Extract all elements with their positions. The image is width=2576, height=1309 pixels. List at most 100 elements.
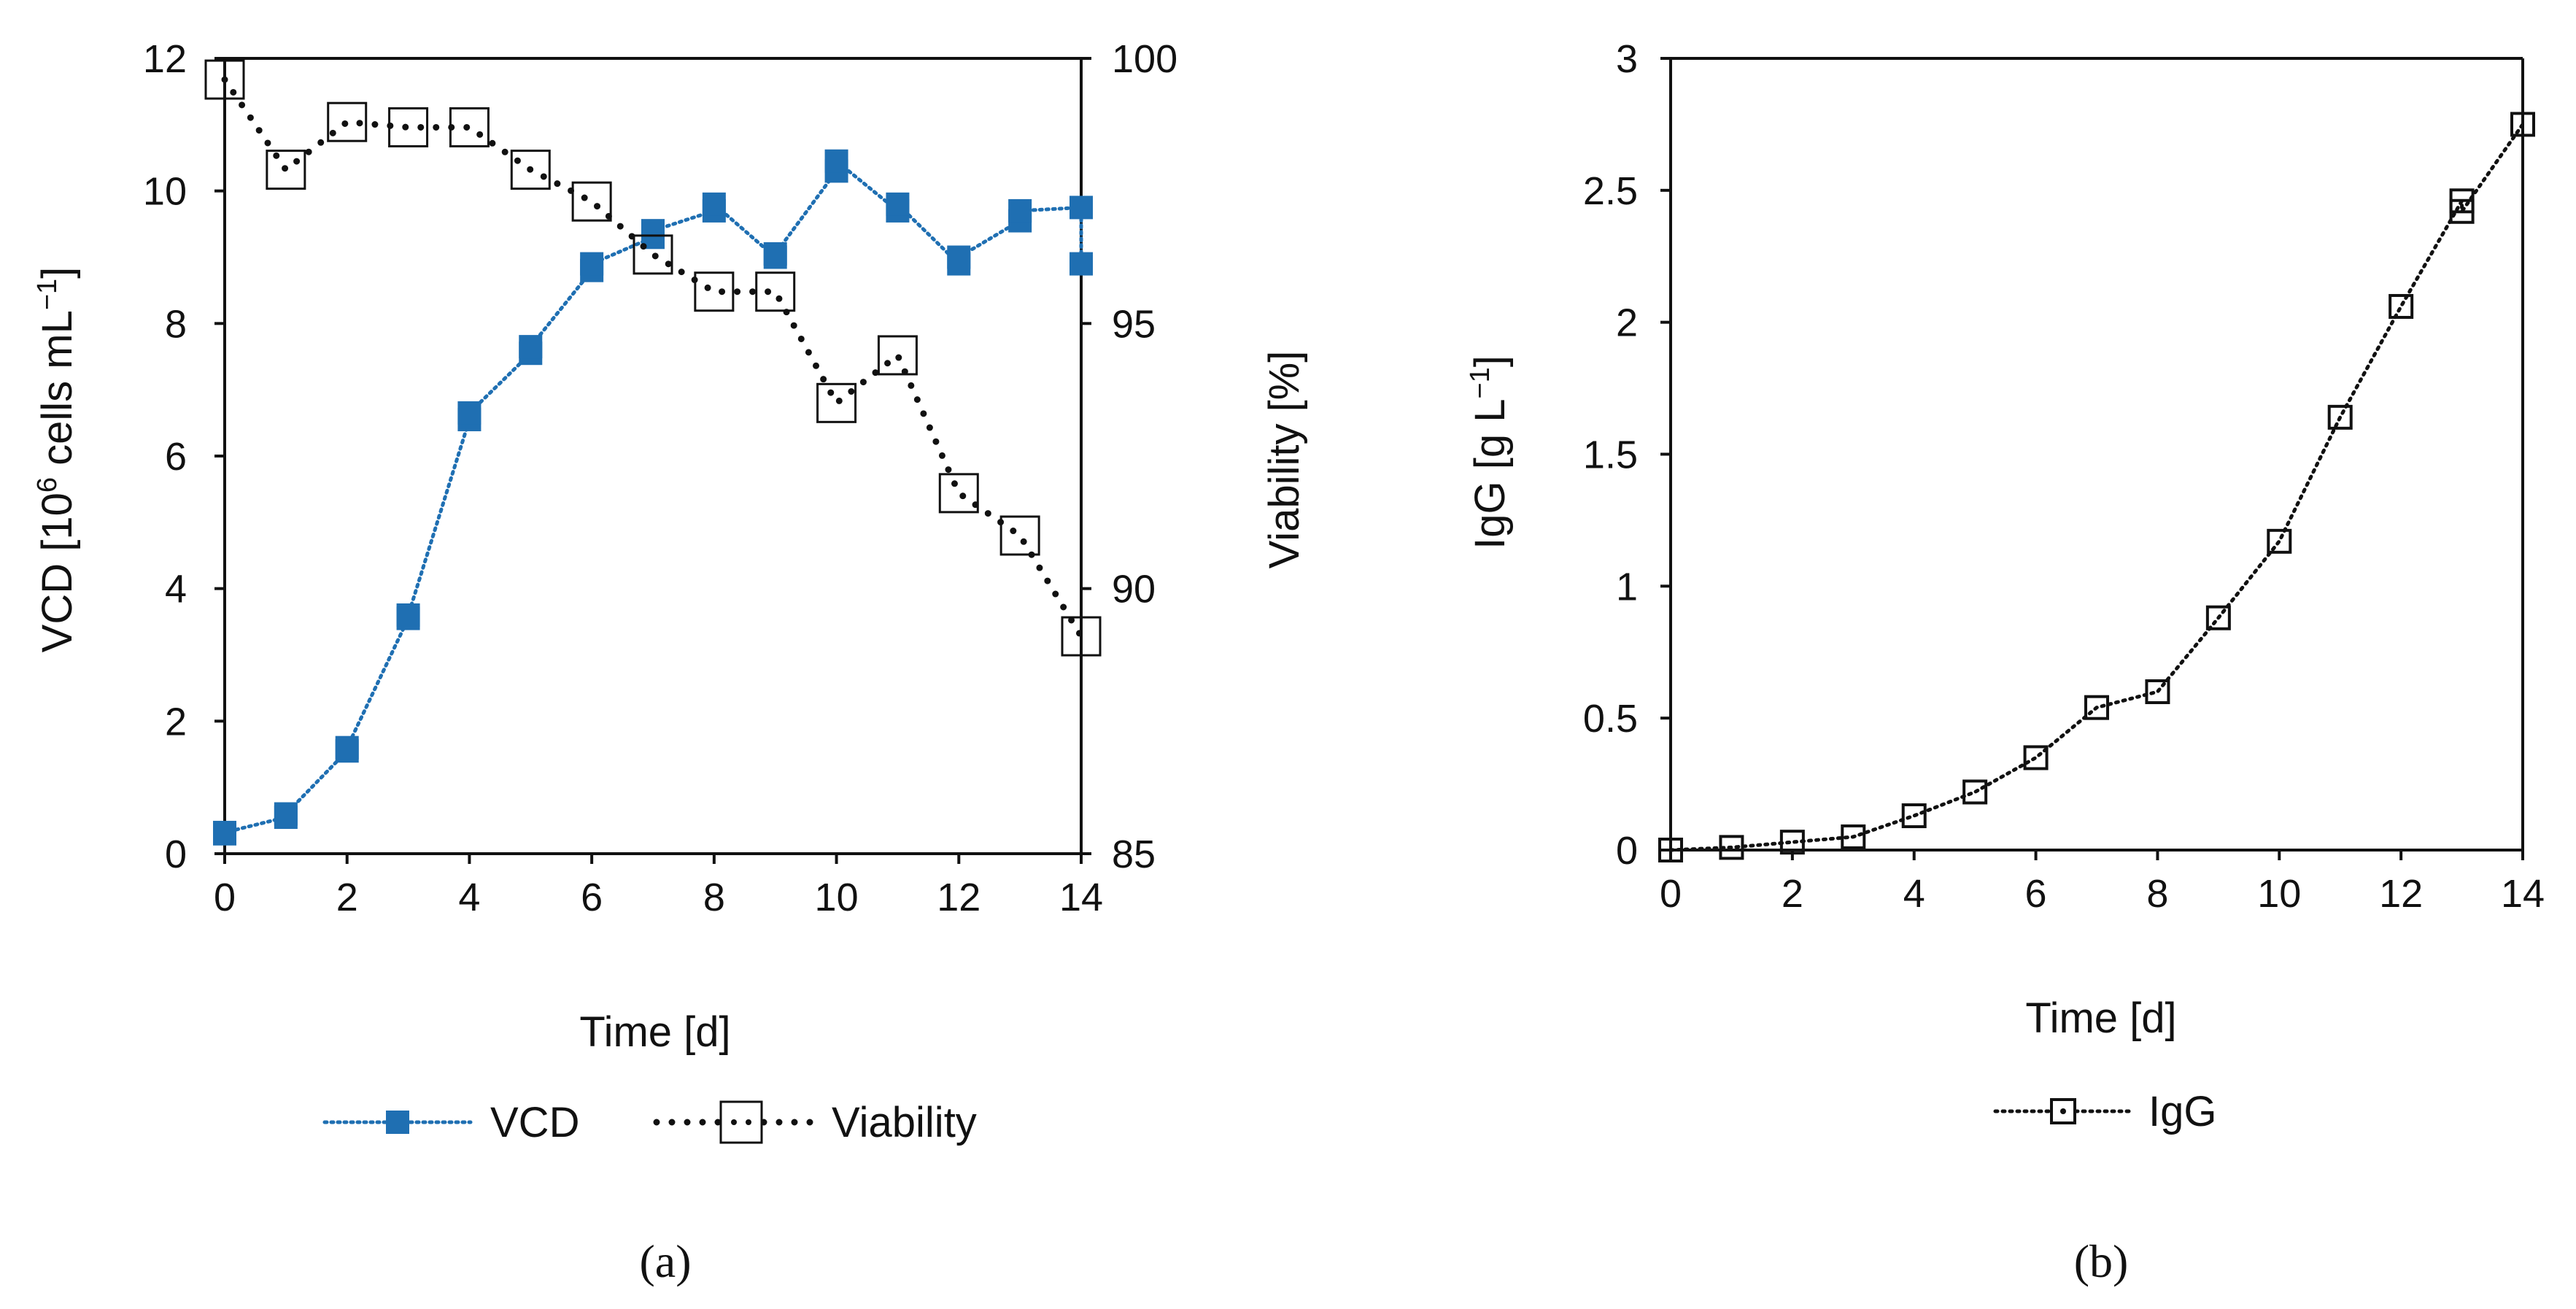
vcd-data-point	[641, 219, 665, 243]
viability-data-point	[449, 107, 490, 147]
vcd-data-point	[396, 603, 420, 627]
legend-igg-label: IgG	[2148, 1088, 2217, 1135]
igg-data-point	[1779, 830, 1805, 855]
panel-a-y-tick-label-left: 4	[165, 568, 187, 611]
igg-data-point	[2023, 745, 2049, 771]
panel-b-y-tick-label: 2.5	[1583, 169, 1638, 213]
vcd-data-point	[335, 735, 359, 760]
vcd-axis-title-sup1: 6	[32, 477, 63, 493]
panel-b-x-tick-label: 6	[2025, 872, 2047, 916]
panel-b-legend: IgG	[1993, 1088, 2217, 1135]
legend-vcd-label: VCD	[490, 1099, 579, 1146]
panel-a-y-tick-label-left: 8	[165, 302, 187, 346]
viability-data-point	[816, 382, 857, 423]
viability-data-point	[510, 150, 551, 190]
panel-a-y-tick-label-right: 95	[1112, 302, 1156, 346]
viability-data-point	[755, 271, 796, 312]
igg-axis-title-sup: −1	[1465, 367, 1496, 398]
vcd-data-point	[1070, 252, 1093, 276]
panel-a-x-tick-label: 2	[336, 876, 358, 919]
igg-data-point	[1658, 838, 1683, 862]
vcd-data-point	[947, 245, 971, 269]
vcd-data-point	[457, 401, 481, 425]
panel-b-y-tick-label: 0	[1616, 829, 1638, 873]
igg-data-point	[2449, 198, 2475, 224]
vcd-data-point	[886, 192, 910, 216]
igg-data-point	[2205, 605, 2231, 630]
panel-b-y-tick-label: 1.5	[1583, 433, 1638, 477]
panel-a-chart: 0 2 4 6 8 10 12 14 0 2 4 6 8 10 12 85 90 95 100 Time [d] V…	[32, 37, 1308, 1287]
igg-data-point	[2084, 695, 2109, 720]
panel-a-axes: 0 2 4 6 8 10 12 14 0 2 4 6 8 10 12 85 90 95 100	[143, 37, 1177, 919]
vcd-data-point	[763, 242, 787, 266]
panel-a-y-axis-title-right: Viability [%]	[1261, 351, 1308, 569]
viability-data-point	[999, 515, 1040, 556]
viability-data-point	[633, 234, 673, 275]
vcd-axis-title-part2: cells mL	[34, 310, 81, 477]
panel-b-y-tick-label: 0.5	[1583, 697, 1638, 741]
igg-data-point	[1962, 779, 1988, 805]
vcd-data-point	[824, 149, 848, 173]
vcd-data-point	[580, 252, 604, 276]
panel-b-series	[1658, 112, 2535, 862]
panel-b-x-tick-label: 2	[1782, 872, 1803, 916]
panel-a-y-tick-label-right: 85	[1112, 833, 1156, 876]
panel-b-y-axis-title: IgG [g L−1]	[1465, 355, 1514, 549]
legend-igg-marker-dot	[2060, 1108, 2066, 1114]
panel-a-legend: VCD Viability	[322, 1099, 977, 1146]
panel-b-x-tick-label: 12	[2379, 872, 2423, 916]
vcd-data-point	[1008, 198, 1032, 223]
panel-b-x-tick-label: 4	[1903, 872, 1925, 916]
panel-b-y-tick-label: 1	[1616, 565, 1638, 609]
igg-data-point	[1719, 835, 1744, 860]
vcd-data-point	[274, 802, 298, 826]
vcd-axis-title-sup2: −1	[32, 279, 63, 310]
panel-b-y-tick-label: 2	[1616, 301, 1638, 345]
viability-data-point	[694, 271, 735, 312]
viability-data-point	[571, 181, 612, 222]
igg-data-point	[2145, 679, 2170, 704]
panel-a-x-tick-label: 14	[1059, 876, 1103, 919]
panel-b-axes: 0 2 4 6 8 10 12 14 0 0.5 1 1.5 2 2.5 3	[1583, 37, 2545, 916]
igg-data-point	[1841, 824, 1866, 849]
panel-b-x-tick-label: 8	[2146, 872, 2168, 916]
panel-a-y-tick-label-left: 10	[143, 170, 187, 214]
igg-data-point	[2267, 528, 2292, 554]
igg-data-point	[2327, 404, 2353, 430]
viability-data-point	[938, 473, 979, 514]
panel-a-x-tick-label: 10	[815, 876, 859, 919]
panel-a-x-axis-title: Time [d]	[579, 1008, 730, 1056]
panel-b-y-tick-label: 3	[1616, 37, 1638, 81]
vcd-axis-title-part3: ]	[34, 267, 81, 279]
viability-data-point	[1061, 616, 1102, 657]
legend-viability-label: Viability	[832, 1099, 977, 1146]
panel-a-x-tick-label: 12	[937, 876, 980, 919]
panel-a-y-tick-label-left: 6	[165, 435, 187, 479]
panel-a-y-axis-title-left: VCD [106 cells mL−1]	[32, 267, 81, 653]
vcd-data-point	[519, 335, 543, 359]
igg-axis-title-part2: ]	[1466, 355, 1514, 367]
igg-data-point	[2510, 112, 2535, 137]
panel-b-x-tick-label: 14	[2501, 872, 2545, 916]
panel-a-y-tick-label-left: 12	[143, 37, 187, 81]
panel-a-x-tick-label: 4	[458, 876, 480, 919]
igg-series-line	[1668, 122, 2525, 852]
panel-b-x-tick-label: 0	[1660, 872, 1682, 916]
vcd-data-point	[1070, 196, 1093, 220]
igg-data-point	[2389, 293, 2414, 319]
panel-a-y-tick-label-left: 2	[165, 700, 187, 744]
panel-a-x-tick-label: 0	[214, 876, 236, 919]
viability-data-point	[266, 150, 306, 190]
panel-b-x-tick-label: 10	[2257, 872, 2301, 916]
vcd-data-point	[213, 820, 236, 844]
viability-data-point	[388, 107, 429, 147]
igg-axis-title-part1: IgG [g L	[1466, 399, 1514, 549]
panel-b-x-axis-title: Time [d]	[2025, 995, 2176, 1042]
panel-a-y-tick-label-left: 0	[165, 833, 187, 876]
vcd-axis-title-part1: VCD [10	[34, 493, 81, 652]
panel-b-label: (b)	[2074, 1235, 2129, 1287]
vcd-data-point	[702, 192, 726, 216]
legend-vcd-marker	[386, 1111, 409, 1134]
igg-data-point	[1901, 803, 1927, 828]
